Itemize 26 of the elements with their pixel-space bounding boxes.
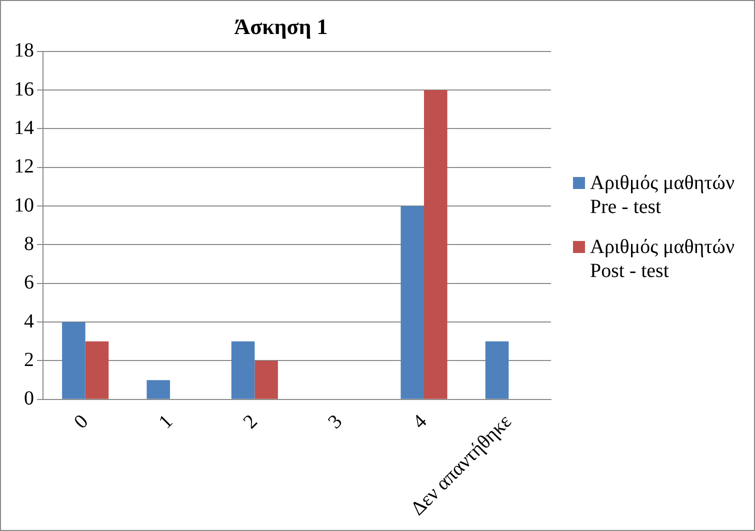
x-tick-label: 3 — [324, 410, 347, 434]
y-tick-label: 2 — [24, 348, 34, 371]
legend-label: Αριθμός μαθητών Pre - test — [590, 171, 736, 219]
bar — [254, 360, 278, 399]
y-tick-label: 4 — [24, 310, 34, 332]
y-tick-label: 8 — [24, 232, 34, 255]
x-tick-label: 4 — [408, 410, 432, 434]
bar — [85, 341, 109, 399]
y-tick-label: 10 — [14, 194, 34, 216]
legend-label: Αριθμός μαθητών Post - test — [590, 235, 736, 283]
x-tick-label: 2 — [239, 410, 262, 434]
bar — [62, 322, 86, 399]
y-tick-label: 16 — [14, 78, 34, 100]
x-tick-label: 0 — [70, 410, 93, 434]
bar — [424, 90, 448, 399]
y-tick-label: 18 — [14, 40, 34, 62]
bar — [400, 206, 424, 399]
bar — [146, 380, 170, 399]
bar — [485, 341, 509, 399]
x-tick-label: 1 — [154, 410, 178, 434]
y-tick-label: 14 — [14, 116, 34, 139]
y-tick-label: 0 — [24, 388, 34, 410]
bar — [231, 341, 255, 399]
y-tick-label: 6 — [24, 272, 34, 294]
y-tick-label: 12 — [14, 156, 34, 178]
chart-title: Άσκηση 1 — [234, 14, 328, 39]
